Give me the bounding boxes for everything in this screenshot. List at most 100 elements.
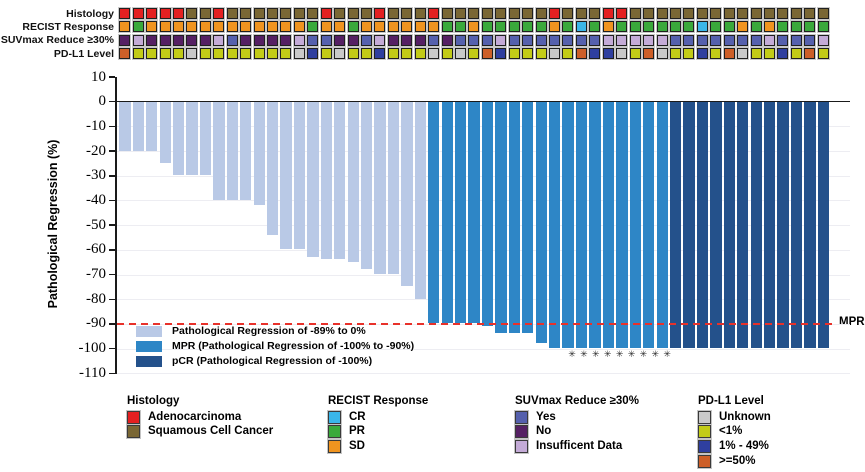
track-square — [159, 34, 171, 46]
waterfall-bar — [146, 101, 158, 151]
zero-line — [116, 100, 850, 103]
track-square — [414, 8, 426, 19]
waterfall-bar — [683, 101, 695, 349]
track-square — [549, 34, 561, 46]
track-square — [629, 34, 641, 46]
waterfall-bar — [817, 101, 829, 349]
y-tick — [108, 175, 115, 177]
significance-asterisk: ✳ — [639, 350, 648, 360]
track-square — [146, 8, 158, 19]
waterfall-bar — [455, 101, 467, 324]
track-square — [535, 8, 547, 19]
y-tick-label: -50 — [86, 216, 106, 233]
track-square — [320, 8, 332, 19]
track-square — [669, 8, 681, 19]
track-square — [334, 21, 346, 33]
track-square — [683, 21, 695, 33]
legend-swatch — [698, 454, 711, 468]
track-square — [508, 34, 520, 46]
y-tick-label: -20 — [86, 142, 106, 159]
track-square — [817, 21, 829, 33]
significance-asterisk: ✳ — [615, 350, 624, 360]
track-square — [213, 8, 225, 19]
track-square — [253, 21, 265, 33]
track-square — [522, 21, 534, 33]
waterfall-bar — [240, 101, 252, 200]
y-tick — [108, 323, 115, 325]
track-square — [495, 21, 507, 33]
track-square — [535, 48, 547, 60]
legend-item-label: 1% - 49% — [719, 439, 769, 452]
track-square — [401, 21, 413, 33]
track-square — [535, 34, 547, 46]
track-square — [468, 34, 480, 46]
track-square — [790, 48, 802, 60]
legend-item-label: SD — [349, 439, 365, 452]
track-square — [347, 8, 359, 19]
y-tick — [108, 100, 115, 103]
track-square — [602, 48, 614, 60]
track-square — [320, 21, 332, 33]
track-square — [441, 48, 453, 60]
y-tick — [108, 298, 115, 300]
track-square — [186, 21, 198, 33]
waterfall-bar — [173, 101, 185, 176]
waterfall-bar — [481, 101, 494, 326]
track-square — [575, 21, 587, 33]
waterfall-bar — [602, 101, 615, 349]
track-square — [361, 48, 373, 60]
track-square — [522, 48, 534, 60]
legend-item-label: <1% — [719, 425, 743, 438]
track-square — [656, 34, 668, 46]
track-square — [428, 34, 440, 46]
waterfall-bar — [199, 101, 212, 176]
track-square — [737, 48, 749, 60]
track-square — [213, 34, 225, 46]
reg-legend-swatch — [136, 325, 162, 337]
track-square — [119, 8, 131, 19]
y-tick — [108, 150, 115, 152]
track-square — [696, 21, 708, 33]
track-square — [428, 8, 440, 19]
y-tick-label: 10 — [91, 68, 106, 85]
waterfall-bar — [737, 101, 749, 349]
track-square — [804, 21, 816, 33]
track-label: RECIST Response — [22, 20, 114, 33]
track-square — [293, 8, 305, 19]
legend-item-label: Unknown — [719, 410, 771, 423]
track-square — [508, 48, 520, 60]
waterfall-bar — [468, 101, 480, 324]
track-square — [159, 48, 171, 60]
track-square — [481, 48, 493, 60]
track-square — [602, 34, 614, 46]
track-square — [643, 8, 655, 19]
track-square — [387, 34, 399, 46]
track-square — [280, 21, 292, 33]
track-square — [240, 48, 252, 60]
track-square — [414, 48, 426, 60]
track-square — [199, 21, 211, 33]
legend-swatch — [698, 410, 711, 424]
track-square — [575, 8, 587, 19]
legend-item-label: Adenocarcinoma — [148, 410, 242, 423]
waterfall-bar — [347, 101, 359, 262]
track-square — [683, 8, 695, 19]
track-square — [307, 48, 319, 60]
y-tick — [108, 347, 115, 350]
waterfall-bar — [669, 101, 682, 349]
track-square — [428, 48, 440, 60]
track-square — [146, 48, 158, 60]
track-square — [643, 34, 655, 46]
legend-swatch — [515, 439, 528, 453]
track-square — [696, 48, 708, 60]
track-square — [374, 34, 386, 46]
waterfall-bar — [267, 101, 279, 235]
track-square — [253, 48, 265, 60]
track-square — [508, 21, 520, 33]
track-square — [710, 8, 722, 19]
track-square — [414, 34, 426, 46]
track-square — [790, 21, 802, 33]
waterfall-bar — [441, 101, 453, 324]
track-square — [737, 8, 749, 19]
track-square — [817, 8, 829, 19]
